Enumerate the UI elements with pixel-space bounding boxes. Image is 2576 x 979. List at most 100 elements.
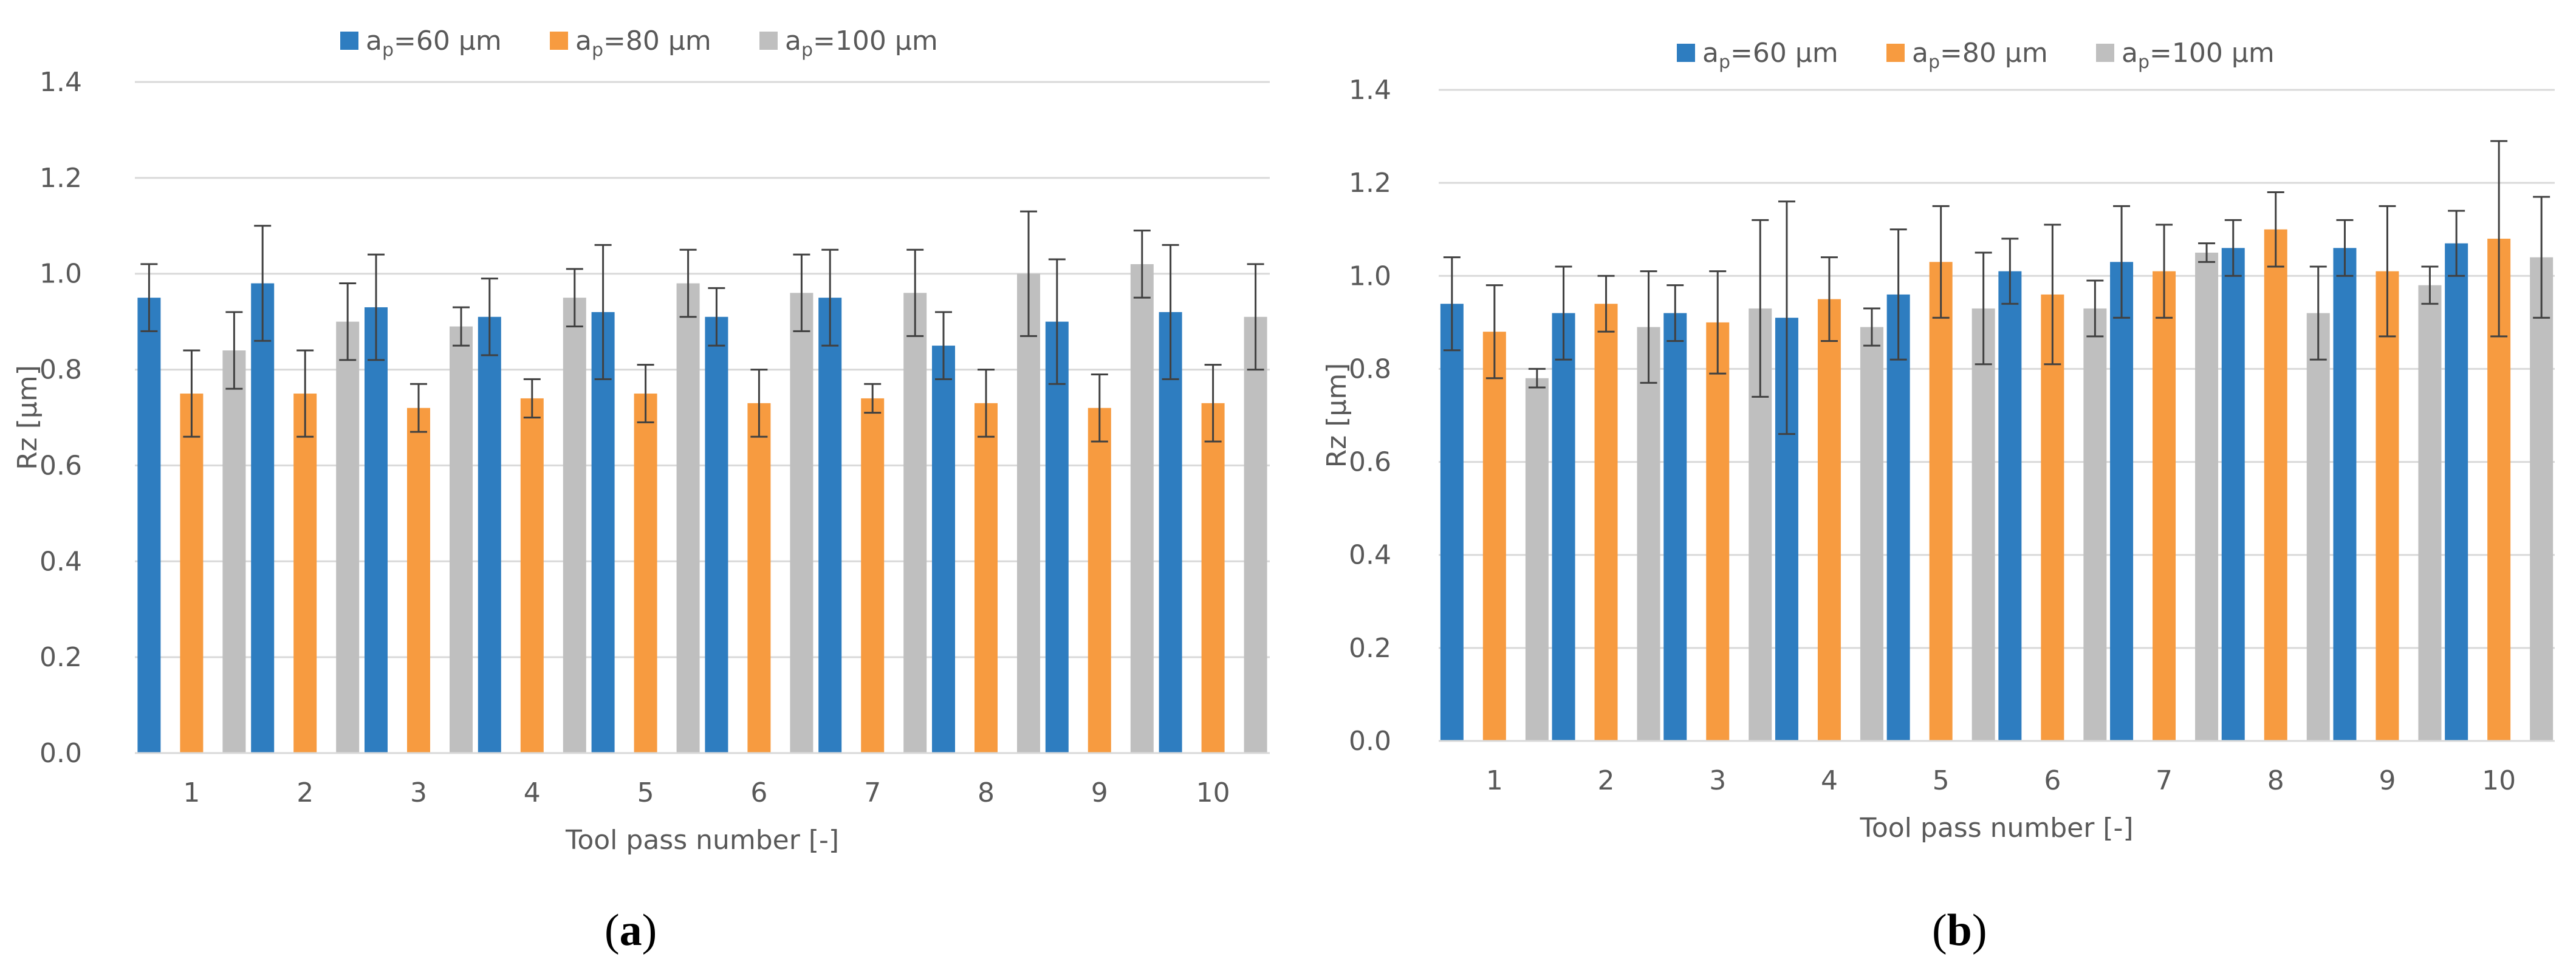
error-bar xyxy=(978,369,995,438)
bar xyxy=(2333,248,2357,741)
error-bar xyxy=(1204,364,1222,443)
error-bar xyxy=(1932,205,1950,319)
bar xyxy=(1594,304,1618,741)
x-tick-label: 5 xyxy=(637,777,654,808)
bar xyxy=(1525,378,1549,741)
error-bar xyxy=(1975,251,1992,366)
bar xyxy=(2195,253,2219,741)
legend-item: ap=60 µm xyxy=(1677,38,1838,73)
y-tick-label: 0.6 xyxy=(1349,447,1391,478)
error-bar xyxy=(1048,258,1066,385)
error-bar xyxy=(2267,191,2284,268)
bar xyxy=(1552,313,1575,741)
error-bar xyxy=(793,253,810,332)
legend-item: ap=80 µm xyxy=(550,26,711,61)
gridlines xyxy=(135,81,1270,754)
error-bar xyxy=(821,248,839,347)
error-bar xyxy=(637,364,654,423)
y-tick-labels: 0.0 0.2 0.4 0.6 0.8 1.0 1.2 1.4 xyxy=(1349,75,1391,757)
bar xyxy=(591,312,615,753)
x-tick-label: 6 xyxy=(750,777,767,808)
bar xyxy=(1440,304,1464,741)
error-bar xyxy=(1863,307,1880,347)
error-bar xyxy=(1597,275,1615,333)
x-tick-label: 2 xyxy=(296,777,313,808)
error-bar xyxy=(864,383,882,414)
legend-swatch xyxy=(340,32,358,50)
chart-panel-b: 0.0 0.2 0.4 0.6 0.8 1.0 1.2 1.4 1 2 3 4 5 6 7 8 9 10 Tool … xyxy=(1288,0,2576,979)
error-bar xyxy=(2336,219,2354,277)
legend-label: ap=60 µm xyxy=(366,26,502,61)
error-bar xyxy=(1667,284,1684,342)
x-tick-label: 3 xyxy=(1709,765,1726,796)
error-bar xyxy=(1133,230,1151,299)
bar xyxy=(975,403,998,753)
legend-swatch xyxy=(1677,44,1695,62)
legend-label: ap=80 µm xyxy=(1912,38,2048,73)
panel-caption-a: (a) xyxy=(605,906,657,955)
y-tick-label: 1.2 xyxy=(39,163,82,194)
y-tick-label: 1.0 xyxy=(1349,261,1391,292)
y-tick-label: 0.0 xyxy=(39,738,82,769)
bar xyxy=(450,326,473,753)
y-tick-labels: 0.0 0.2 0.4 0.6 0.8 1.0 1.2 1.4 xyxy=(39,67,82,769)
x-tick-label: 8 xyxy=(2267,765,2284,796)
error-bar xyxy=(225,311,243,390)
gridlines xyxy=(1439,89,2555,742)
bar xyxy=(180,394,204,753)
bar xyxy=(1860,327,1883,741)
legend-swatch xyxy=(1886,44,1905,62)
bar xyxy=(137,298,161,753)
bar xyxy=(2041,294,2064,741)
error-bar xyxy=(1091,373,1108,443)
bar xyxy=(2264,229,2287,741)
error-bar xyxy=(2309,265,2327,361)
bar xyxy=(2153,271,2176,742)
error-bar xyxy=(2533,196,2550,319)
error-bar xyxy=(1778,200,1795,435)
bar xyxy=(1971,308,1995,741)
y-tick-label: 0.0 xyxy=(1349,726,1391,757)
error-bar xyxy=(708,287,725,347)
y-tick-label: 0.4 xyxy=(39,546,82,577)
error-bar xyxy=(254,225,272,342)
legend-item: ap=60 µm xyxy=(340,26,502,61)
bar xyxy=(1929,262,1953,741)
error-bar xyxy=(368,253,385,361)
bar xyxy=(251,283,275,753)
error-bar xyxy=(1889,228,1907,361)
error-bar xyxy=(2156,223,2173,319)
error-bar xyxy=(1528,367,1546,389)
y-tick-label: 1.2 xyxy=(1349,168,1391,199)
bar xyxy=(2445,243,2468,742)
bar xyxy=(2221,248,2245,741)
legend: ap=60 µm ap=80 µm ap=100 µm xyxy=(340,26,938,61)
bar xyxy=(1045,321,1069,753)
x-tick-label: 4 xyxy=(1821,765,1838,796)
error-bar xyxy=(1709,270,1727,375)
error-bar xyxy=(2001,237,2019,305)
bar xyxy=(818,298,842,753)
error-bar xyxy=(1485,284,1503,380)
bar xyxy=(1817,299,1841,742)
error-bar xyxy=(2198,242,2216,263)
bar xyxy=(520,398,544,753)
legend-label: ap=60 µm xyxy=(1702,38,1838,73)
bar xyxy=(1482,332,1506,741)
error-bars xyxy=(140,210,1264,443)
error-bar xyxy=(410,383,427,433)
bar xyxy=(2418,285,2442,742)
error-bar xyxy=(1247,263,1264,371)
x-axis-title: Tool pass number [-] xyxy=(1859,813,2133,844)
bar xyxy=(2110,262,2134,741)
bar xyxy=(2376,271,2399,742)
bar xyxy=(932,346,955,753)
y-tick-label: 0.6 xyxy=(39,450,82,481)
legend-item: ap=80 µm xyxy=(1886,38,2048,73)
bar-chart-a: 0.0 0.2 0.4 0.6 0.8 1.0 1.2 1.4 1 2 3 4 5 6 7 8 9 10 Tool … xyxy=(12,26,1270,856)
bar xyxy=(222,350,246,753)
y-tick-label: 1.4 xyxy=(39,67,82,98)
bars xyxy=(1440,229,2554,742)
bar xyxy=(563,298,586,753)
bar xyxy=(365,307,388,753)
